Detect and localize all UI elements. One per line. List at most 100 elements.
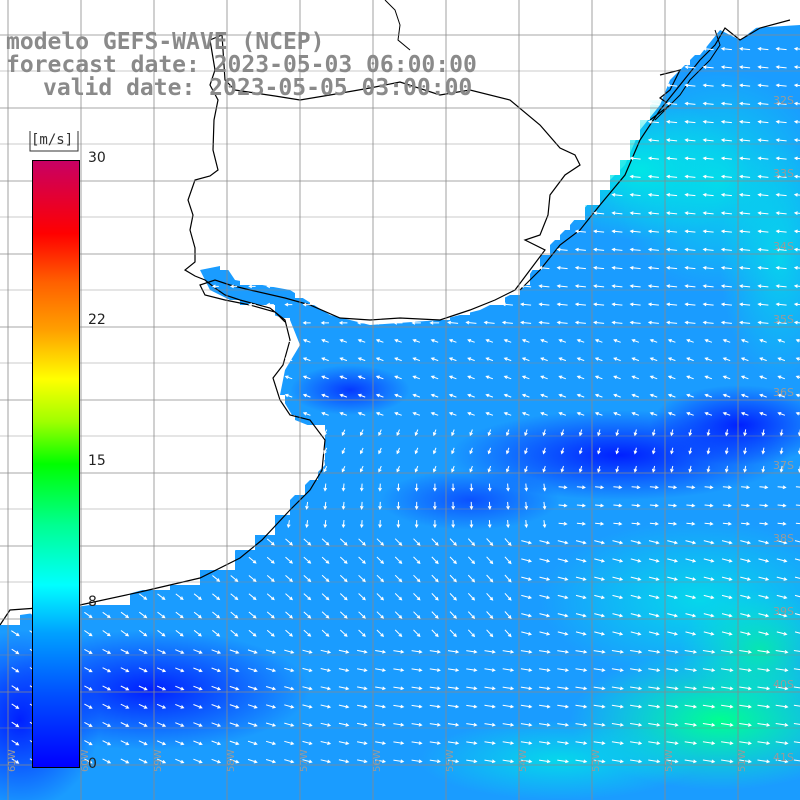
wind-arrow xyxy=(431,629,439,638)
wind-arrow xyxy=(229,302,238,307)
wind-arrow xyxy=(633,447,638,455)
wind-arrow xyxy=(486,538,494,546)
wind-arrow xyxy=(542,520,547,529)
wind-arrow xyxy=(720,138,732,143)
lat-label: 39S xyxy=(773,605,794,618)
wind-arrow xyxy=(722,393,731,398)
wind-arrow xyxy=(702,668,716,672)
wind-arrow xyxy=(576,339,585,343)
wind-arrow xyxy=(138,758,148,764)
wind-arrow xyxy=(666,284,678,289)
wind-arrow xyxy=(520,759,533,764)
wind-arrow xyxy=(394,538,403,546)
wind-arrow xyxy=(775,247,787,252)
wind-arrow xyxy=(761,429,766,437)
wind-arrow xyxy=(611,302,623,307)
wind-arrow xyxy=(611,211,623,216)
wind-arrow xyxy=(777,339,786,343)
wind-arrow xyxy=(484,668,496,672)
wind-arrow xyxy=(193,740,203,746)
wind-arrow xyxy=(686,503,696,508)
wind-arrow xyxy=(720,65,732,70)
wind-arrow xyxy=(302,339,311,343)
wind-arrow xyxy=(212,629,221,637)
wind-arrow xyxy=(702,686,716,691)
wind-arrow xyxy=(666,156,678,161)
wind-arrow xyxy=(394,629,403,638)
wind-arrow xyxy=(375,668,387,672)
wind-arrow xyxy=(175,703,185,709)
wind-arrow xyxy=(411,704,423,709)
wind-arrow xyxy=(357,722,368,727)
wind-arrow xyxy=(649,485,659,490)
wind-arrow xyxy=(631,357,640,362)
wind-arrow xyxy=(338,722,350,727)
wind-arrow xyxy=(630,613,642,618)
wind-arrow xyxy=(556,320,568,325)
wind-arrow xyxy=(759,393,767,398)
wind-arrow xyxy=(684,247,696,252)
wind-arrow xyxy=(396,465,400,473)
wind-arrow xyxy=(356,320,366,325)
wind-arrow xyxy=(615,429,620,437)
wind-arrow xyxy=(666,174,678,179)
wind-arrow xyxy=(339,629,348,637)
wind-arrow xyxy=(684,65,696,70)
wind-arrow xyxy=(686,357,694,362)
wind-arrow xyxy=(720,174,732,179)
wind-arrow xyxy=(504,611,512,619)
wind-arrow xyxy=(594,558,606,563)
wind-arrow xyxy=(593,650,606,654)
wind-arrow xyxy=(759,412,767,416)
wind-arrow xyxy=(721,594,733,600)
wind-arrow xyxy=(467,629,476,638)
wind-arrow xyxy=(542,429,546,437)
wind-arrow xyxy=(612,631,624,636)
wind-arrow xyxy=(305,520,309,529)
wind-arrow xyxy=(524,520,529,529)
wind-arrow xyxy=(757,65,769,70)
wind-arrow xyxy=(647,247,659,252)
wind-arrow xyxy=(685,631,697,636)
wind-arrow xyxy=(757,723,771,727)
wind-arrow xyxy=(321,629,330,637)
wind-arrow xyxy=(647,211,659,216)
wind-arrow xyxy=(358,629,366,637)
wind-arrow xyxy=(740,375,749,380)
wind-arrow xyxy=(375,704,387,709)
wind-arrow xyxy=(305,501,309,510)
border-river xyxy=(384,0,411,51)
wind-arrow xyxy=(430,412,439,416)
wind-arrow xyxy=(84,611,93,619)
wind-arrow xyxy=(575,759,588,764)
wind-arrow xyxy=(520,284,532,289)
wind-arrow xyxy=(593,302,605,307)
wind-arrow xyxy=(720,120,732,124)
wind-arrow xyxy=(703,594,715,600)
wind-arrow xyxy=(320,722,332,727)
wind-arrow xyxy=(396,520,401,529)
wind-arrow xyxy=(629,266,641,270)
wind-arrow xyxy=(721,650,734,654)
wind-arrow xyxy=(557,558,569,563)
wind-arrow xyxy=(175,667,185,673)
wind-arrow xyxy=(285,629,293,637)
wind-arrow xyxy=(466,686,478,691)
wind-arrow xyxy=(521,339,530,343)
wind-arrow xyxy=(702,65,714,70)
wind-arrow xyxy=(576,375,585,380)
wind-arrow xyxy=(156,722,167,727)
wind-arrow xyxy=(432,483,437,492)
wind-arrow xyxy=(339,393,348,398)
wind-arrow xyxy=(378,429,382,437)
wind-arrow xyxy=(597,447,601,455)
wind-arrow xyxy=(648,759,661,764)
wind-arrow xyxy=(667,594,679,600)
wind-arrow xyxy=(759,521,769,526)
wind-arrow xyxy=(211,284,219,289)
wind-arrow xyxy=(542,501,547,510)
wind-arrow xyxy=(338,686,350,691)
wind-arrow xyxy=(339,574,348,583)
wind-arrow xyxy=(521,393,530,398)
wind-arrow xyxy=(629,193,641,197)
